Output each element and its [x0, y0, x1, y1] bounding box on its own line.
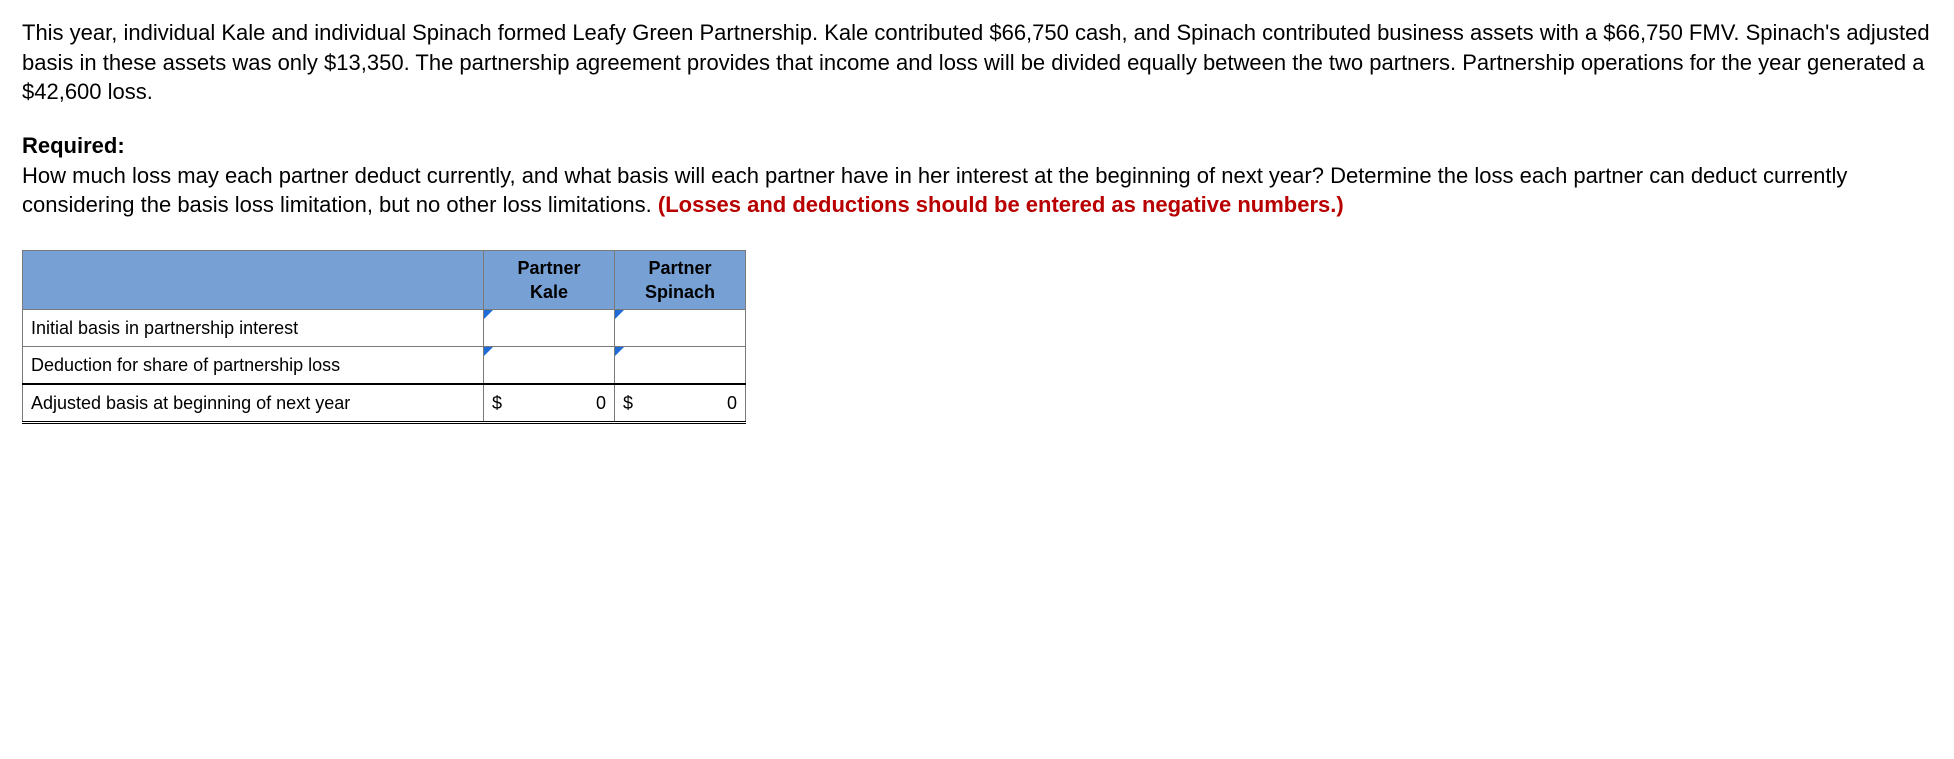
- required-label: Required:: [22, 131, 1932, 161]
- table-row: Deduction for share of partnership loss: [23, 347, 746, 385]
- input-deduction-spinach[interactable]: [615, 347, 746, 385]
- row-label-adjusted-basis: Adjusted basis at beginning of next year: [23, 384, 484, 423]
- table-row: Initial basis in partnership interest: [23, 310, 746, 347]
- problem-body: This year, individual Kale and individua…: [22, 18, 1932, 107]
- header-partner-spinach: Partner Spinach: [615, 251, 746, 310]
- amount-value: 0: [596, 391, 606, 415]
- amount-value: 0: [727, 391, 737, 415]
- required-section: Required: How much loss may each partner…: [22, 131, 1932, 220]
- input-initial-basis-kale[interactable]: [484, 310, 615, 347]
- header-blank: [23, 251, 484, 310]
- output-adjusted-basis-kale: $ 0: [484, 384, 615, 423]
- currency-symbol: $: [623, 391, 633, 415]
- header-line2-spinach: Spinach: [625, 280, 735, 304]
- row-label-initial-basis: Initial basis in partnership interest: [23, 310, 484, 347]
- required-red-instruction: (Losses and deductions should be entered…: [658, 192, 1344, 217]
- row-label-deduction: Deduction for share of partnership loss: [23, 347, 484, 385]
- currency-symbol: $: [492, 391, 502, 415]
- header-line1-kale: Partner: [494, 256, 604, 280]
- output-adjusted-basis-spinach: $ 0: [615, 384, 746, 423]
- header-partner-kale: Partner Kale: [484, 251, 615, 310]
- input-initial-basis-spinach[interactable]: [615, 310, 746, 347]
- required-body: How much loss may each partner deduct cu…: [22, 161, 1932, 220]
- answer-table: Partner Kale Partner Spinach Initial bas…: [22, 250, 746, 424]
- input-deduction-kale[interactable]: [484, 347, 615, 385]
- header-line1-spinach: Partner: [625, 256, 735, 280]
- table-row-total: Adjusted basis at beginning of next year…: [23, 384, 746, 423]
- header-line2-kale: Kale: [494, 280, 604, 304]
